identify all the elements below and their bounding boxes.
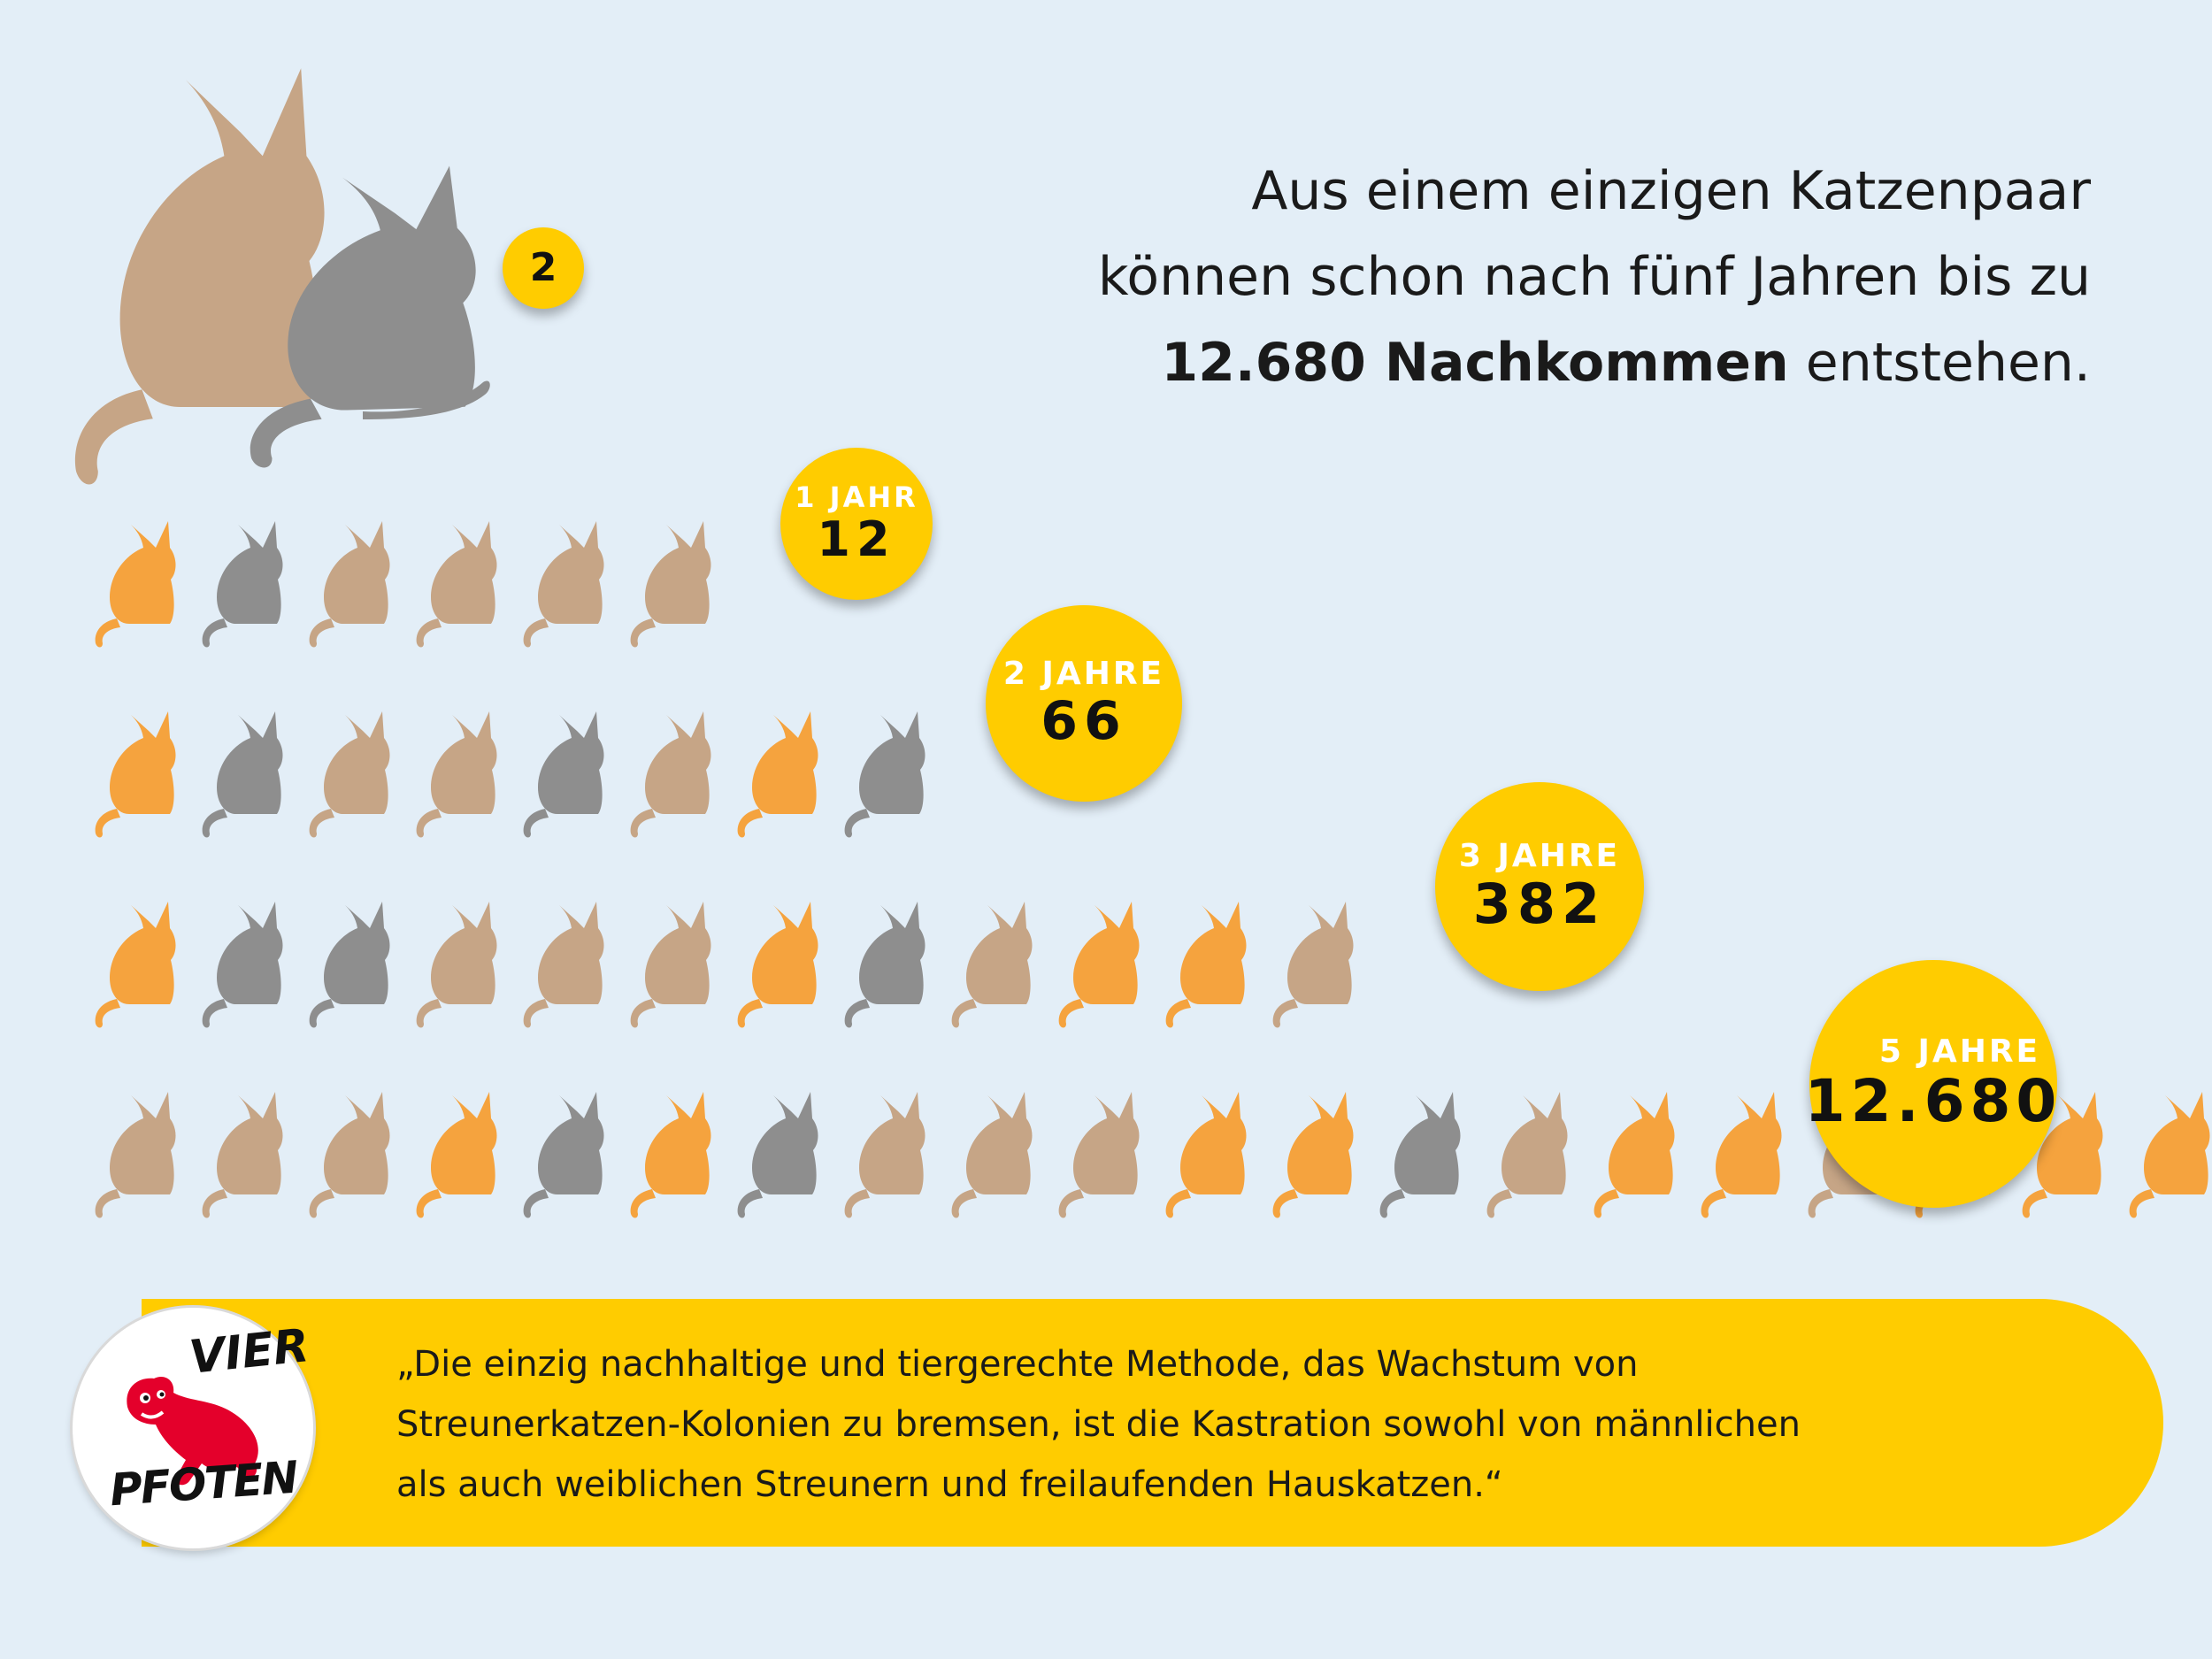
headline-line-2: können schon nach fünf Jahren bis zu xyxy=(1097,246,2091,308)
badge-year-2-label: 2 JAHRE xyxy=(1002,656,1165,693)
badge-year-2: 2 JAHRE 66 xyxy=(986,605,1182,802)
headline: Aus einem einzigen Katzenpaar können sch… xyxy=(1098,149,2091,406)
cat-silhouette-gray xyxy=(202,521,283,648)
cat-silhouette-tan xyxy=(630,711,711,838)
cat-silhouette-tan xyxy=(309,521,390,648)
badge-year-3: 3 JAHRE 382 xyxy=(1435,782,1644,991)
badge-year-5-value: 12.680 xyxy=(1804,1066,2062,1135)
cat-silhouette-gray xyxy=(202,902,283,1028)
cat-silhouette-tan xyxy=(309,1092,390,1218)
cat-silhouette-tan xyxy=(951,902,1033,1028)
cat-silhouette-orange xyxy=(1165,902,1247,1028)
quote-line-3: als auch weiblichen Streunern und freila… xyxy=(396,1464,1503,1505)
cat-silhouette-orange xyxy=(95,902,176,1028)
cat-silhouette-tan xyxy=(523,521,604,648)
cat-silhouette-orange xyxy=(1272,1092,1354,1218)
cat-silhouette-tan xyxy=(309,711,390,838)
cat-silhouette-tan xyxy=(1486,1092,1568,1218)
cat-silhouette-gray xyxy=(1379,1092,1461,1218)
cat-silhouette-tan xyxy=(202,1092,283,1218)
cat-silhouette-tan xyxy=(523,902,604,1028)
cat-silhouette-gray xyxy=(844,902,926,1028)
cat-silhouette-tan xyxy=(844,1092,926,1218)
badge-parents-value: 2 xyxy=(529,244,557,290)
cat-silhouette-orange xyxy=(416,1092,497,1218)
headline-line-3: 12.680 Nachkommen entstehen. xyxy=(1098,320,2091,406)
parent-cat-tail xyxy=(363,380,490,419)
cat-silhouette-orange xyxy=(2129,1092,2210,1218)
headline-highlight: 12.680 Nachkommen xyxy=(1161,332,1789,394)
cat-silhouette-tan xyxy=(416,711,497,838)
cat-silhouette-orange xyxy=(95,711,176,838)
cat-silhouette-orange xyxy=(737,902,818,1028)
cat-silhouette-tan xyxy=(1058,1092,1140,1218)
cat-silhouette-orange xyxy=(630,1092,711,1218)
cat-silhouette-tan xyxy=(951,1092,1033,1218)
cat-silhouette-gray xyxy=(737,1092,818,1218)
cat-silhouette-tan xyxy=(630,902,711,1028)
cat-silhouette-orange xyxy=(1594,1092,1675,1218)
quote-text: „Die einzig nachhaltige und tiergerechte… xyxy=(396,1334,2104,1515)
cat-silhouette-orange xyxy=(1058,902,1140,1028)
badge-year-3-label: 3 JAHRE xyxy=(1458,838,1621,875)
cat-silhouette-gray xyxy=(309,902,390,1028)
badge-year-5: 5 JAHRE 12.680 xyxy=(1805,960,2057,1208)
badge-year-2-value: 66 xyxy=(1041,689,1127,752)
cat-silhouette-gray xyxy=(523,711,604,838)
headline-line-1: Aus einem einzigen Katzenpaar xyxy=(1251,160,2091,222)
cat-silhouette-tan xyxy=(630,521,711,648)
badge-year-1-value: 12 xyxy=(817,511,896,567)
badge-year-5-label: 5 JAHRE xyxy=(1878,1033,2041,1070)
quote-line-2: Streunerkatzen-Kolonien zu bremsen, ist … xyxy=(396,1404,1801,1445)
cat-silhouette-gray xyxy=(523,1092,604,1218)
marten-icon xyxy=(127,1376,258,1486)
badge-year-3-value: 382 xyxy=(1472,871,1607,936)
cat-silhouette-tan xyxy=(416,902,497,1028)
badge-parents: 2 xyxy=(503,227,584,309)
cat-silhouette-tan xyxy=(1272,902,1354,1028)
cat-silhouette-tan xyxy=(416,521,497,648)
cat-silhouette-orange xyxy=(95,521,176,648)
vier-pfoten-logo: VIER PFOTEN xyxy=(73,1308,313,1548)
quote-banner xyxy=(142,1299,2163,1547)
cat-silhouette-gray xyxy=(844,711,926,838)
cat-silhouette-gray xyxy=(202,711,283,838)
cat-silhouette-orange xyxy=(737,711,818,838)
cat-silhouette-tan xyxy=(95,1092,176,1218)
quote-line-1: „Die einzig nachhaltige und tiergerechte… xyxy=(396,1344,1639,1385)
badge-year-1-label: 1 JAHR xyxy=(795,480,918,514)
badge-year-1: 1 JAHR 12 xyxy=(780,448,933,600)
cat-silhouette-orange xyxy=(1701,1092,1782,1218)
cat-silhouette-orange xyxy=(1165,1092,1247,1218)
parent-cat-pair xyxy=(74,68,490,485)
headline-line-3-rest: entstehen. xyxy=(1788,332,2091,394)
